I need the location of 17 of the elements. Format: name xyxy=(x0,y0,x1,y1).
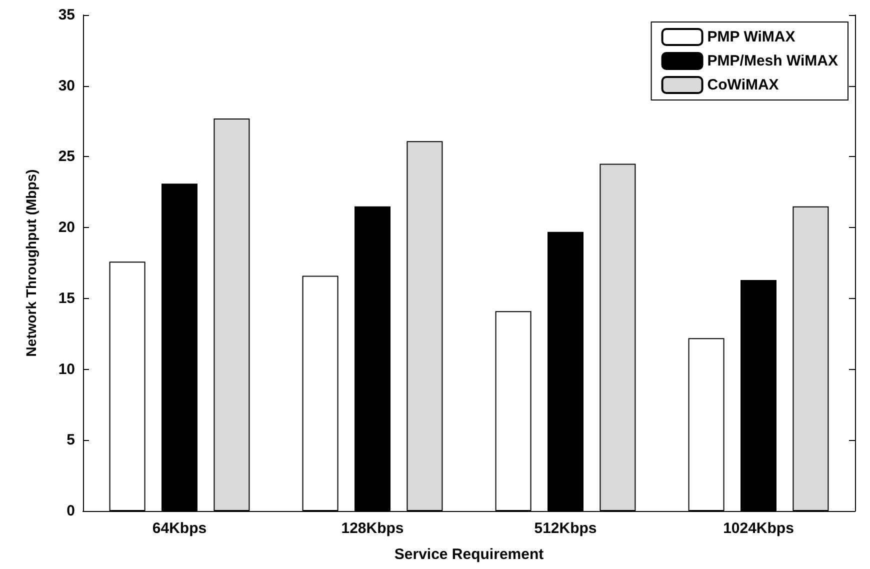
y-tick-label: 15 xyxy=(58,290,75,307)
y-tick-label: 10 xyxy=(58,360,75,378)
y-axis-title: Network Throughput (Mbps) xyxy=(23,169,39,357)
y-tick-label: 20 xyxy=(58,219,75,236)
x-axis-title: Service Requirement xyxy=(394,546,544,563)
y-tick-label: 25 xyxy=(58,148,75,166)
y-tick-label: 35 xyxy=(58,6,75,24)
legend-label: PMP/Mesh WiMAX xyxy=(707,52,838,70)
y-tick-label: 30 xyxy=(58,77,75,94)
y-tick-label: 5 xyxy=(66,432,75,449)
x-tick-label: 64Kbps xyxy=(152,520,207,537)
y-tick-label: 0 xyxy=(66,502,75,520)
legend-label: CoWiMAX xyxy=(707,76,779,94)
legend-label: PMP WiMAX xyxy=(707,28,796,46)
x-tick-label: 128Kbps xyxy=(341,520,404,537)
x-tick-label: 512Kbps xyxy=(534,520,597,537)
x-tick-label: 1024Kbps xyxy=(723,520,794,537)
